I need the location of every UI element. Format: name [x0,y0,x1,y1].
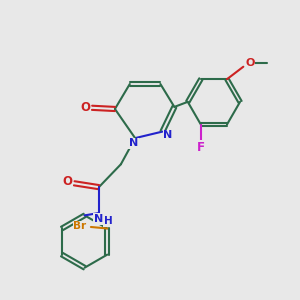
Text: Br: Br [73,221,86,231]
Text: O: O [63,175,73,188]
Text: O: O [80,101,91,114]
Text: H: H [104,216,113,226]
Text: F: F [197,141,205,154]
Text: N: N [129,139,138,148]
Text: N: N [94,214,103,224]
Text: O: O [245,58,255,68]
Text: N: N [163,130,172,140]
